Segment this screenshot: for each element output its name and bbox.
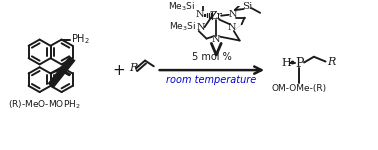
Text: N: N [229,10,237,19]
Text: O: O [58,66,67,76]
Text: R: R [129,63,138,73]
Text: R: R [327,57,336,66]
Text: Si: Si [242,2,253,11]
Text: Me$_3$Si: Me$_3$Si [168,1,195,13]
Text: 5 mol %: 5 mol % [192,51,231,61]
Text: room temperature: room temperature [166,75,257,85]
Text: P: P [295,57,304,70]
Text: N: N [212,35,220,44]
Text: N: N [195,10,204,19]
Text: Me$_3$Si: Me$_3$Si [169,21,196,33]
Text: PH$_2$: PH$_2$ [71,33,90,46]
Text: +: + [112,63,125,78]
Text: N: N [228,23,236,32]
Text: H: H [282,58,291,68]
Text: Zr: Zr [210,11,223,21]
Text: (R)-MeO-MOPH$_2$: (R)-MeO-MOPH$_2$ [8,99,81,111]
Text: N: N [197,23,205,32]
Text: OM-OMe-(R): OM-OMe-(R) [272,84,327,93]
